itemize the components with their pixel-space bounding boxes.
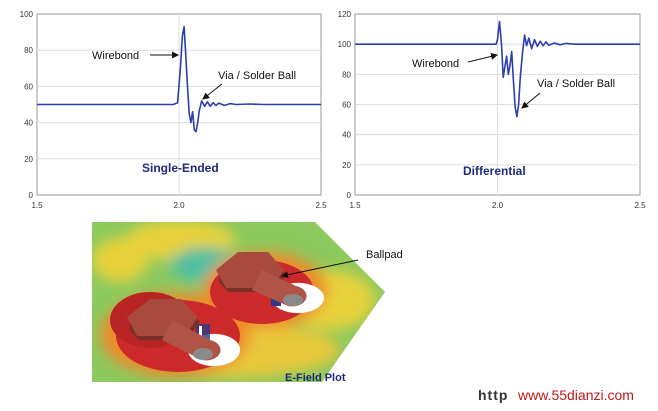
y-tick-label: 40	[342, 131, 351, 140]
arrow-via-left	[202, 83, 223, 100]
chart-title-right: Differential	[463, 164, 526, 178]
annotation-via-left: Via / Solder Ball	[218, 70, 296, 82]
y-tick-label: 20	[342, 161, 351, 170]
ballpad-1-via-top	[283, 294, 303, 306]
watermark: http www.55dianzi.com	[478, 384, 656, 408]
arrow-wirebond-right	[467, 53, 498, 63]
watermark-text: www.55dianzi.com	[518, 387, 634, 403]
x-tick-label: 2.0	[173, 201, 185, 210]
x-tick-label: 2.5	[315, 201, 327, 210]
x-tick-label: 2.0	[492, 201, 504, 210]
y-tick-labels-right: 0 20 40 60 80 100 120	[338, 10, 352, 200]
ballpad-1	[216, 252, 307, 307]
y-tick-label: 120	[338, 10, 352, 19]
watermark-prefix: http	[478, 387, 509, 403]
x-tick-label: 2.5	[634, 201, 646, 210]
arrow-via-right	[521, 92, 541, 109]
efield-plot: Ballpad E-Field Plot	[92, 222, 403, 384]
x-tick-label: 1.5	[31, 201, 43, 210]
y-tick-label: 0	[29, 191, 34, 200]
field-yellow-left	[92, 238, 148, 282]
annotation-wirebond-right: Wirebond	[412, 58, 459, 70]
chart-title-left: Single-Ended	[142, 161, 219, 175]
y-tick-label: 60	[342, 101, 351, 110]
series-line-differential	[355, 20, 640, 118]
y-tick-label: 0	[347, 191, 352, 200]
y-tick-label: 100	[20, 10, 34, 19]
ballpad-arrow	[281, 259, 359, 279]
annotation-wirebond-left: Wirebond	[92, 50, 139, 62]
x-tick-labels-right: 1.5 2.0 2.5	[349, 201, 646, 210]
y-tick-label: 80	[342, 70, 351, 79]
grid-left	[37, 14, 321, 195]
ballpad-label: Ballpad	[366, 249, 403, 261]
chart-single-ended: 0 20 40 60 80 100 1.5 2.0 2.5 Wirebond Via / So…	[20, 10, 327, 210]
chart-differential: 0 20 40 60 80 100 120 1.5 2.0 2.5 Wirebond Via /…	[338, 10, 646, 210]
y-tick-labels-left: 0 20 40 60 80 100	[20, 10, 34, 200]
y-tick-label: 80	[24, 46, 33, 55]
x-tick-label: 1.5	[349, 201, 361, 210]
x-tick-labels-left: 1.5 2.0 2.5	[31, 201, 327, 210]
y-tick-label: 100	[338, 40, 352, 49]
annotation-via-right: Via / Solder Ball	[537, 78, 615, 90]
y-tick-label: 40	[24, 119, 33, 128]
efield-caption: E-Field Plot	[285, 372, 346, 384]
series-line-single-ended	[37, 25, 321, 133]
ballpad-2-via-top	[193, 348, 213, 360]
ballpad-2	[127, 299, 221, 361]
y-tick-label: 60	[24, 82, 33, 91]
y-tick-label: 20	[24, 155, 33, 164]
